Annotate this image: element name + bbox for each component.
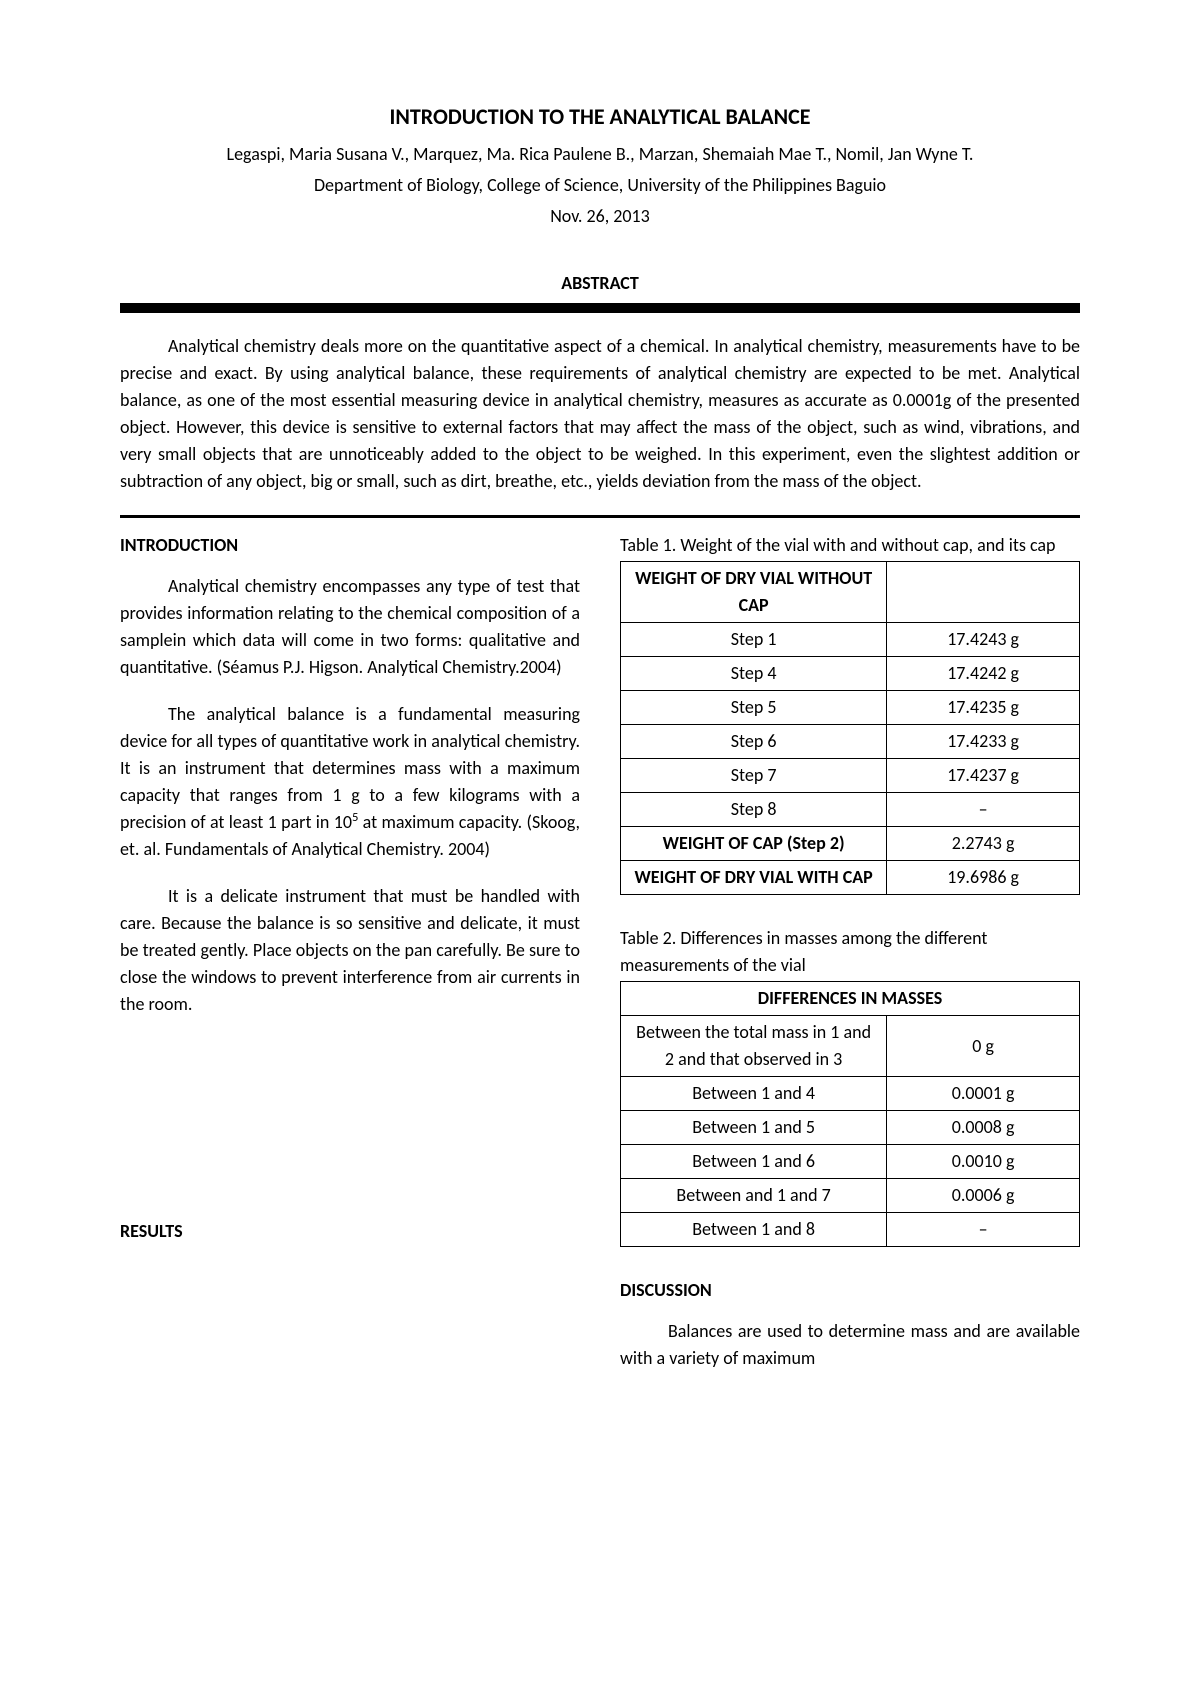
divider-thin xyxy=(120,515,1080,518)
table1-caption: Table 1. Weight of the vial with and wit… xyxy=(620,532,1080,559)
table2-value: 0.0001 g xyxy=(887,1077,1080,1111)
table1-header1-value xyxy=(887,562,1080,623)
table2-value: – xyxy=(887,1213,1080,1247)
table1-value3: 19.6986 g xyxy=(887,861,1080,895)
intro-paragraph-3: It is a delicate instrument that must be… xyxy=(120,883,580,1018)
table2-label: Between the total mass in 1 and 2 and th… xyxy=(621,1016,887,1077)
intro-paragraph-1: Analytical chemistry encompasses any typ… xyxy=(120,573,580,681)
table2-label: Between 1 and 4 xyxy=(621,1077,887,1111)
department-line: Department of Biology, College of Scienc… xyxy=(120,172,1080,199)
table1-label: Step 6 xyxy=(621,725,887,759)
table-row: Between 1 and 60.0010 g xyxy=(621,1145,1080,1179)
table1-value: 17.4235 g xyxy=(887,691,1080,725)
table2-label: Between and 1 and 7 xyxy=(621,1179,887,1213)
table1-value: 17.4233 g xyxy=(887,725,1080,759)
table2-label: Between 1 and 6 xyxy=(621,1145,887,1179)
table2: DIFFERENCES IN MASSES Between the total … xyxy=(620,981,1080,1247)
table1-label: Step 5 xyxy=(621,691,887,725)
table1-value2: 2.2743 g xyxy=(887,827,1080,861)
table-row: Between the total mass in 1 and 2 and th… xyxy=(621,1016,1080,1077)
table1-label: Step 4 xyxy=(621,657,887,691)
results-heading: RESULTS xyxy=(120,1218,580,1245)
table-row: Step 117.4243 g xyxy=(621,623,1080,657)
table-row: Between 1 and 40.0001 g xyxy=(621,1077,1080,1111)
abstract-heading: ABSTRACT xyxy=(120,270,1080,297)
table-row: Step 417.4242 g xyxy=(621,657,1080,691)
date-line: Nov. 26, 2013 xyxy=(120,203,1080,230)
table2-value: 0.0010 g xyxy=(887,1145,1080,1179)
table-row: Between and 1 and 70.0006 g xyxy=(621,1179,1080,1213)
table1-label: Step 1 xyxy=(621,623,887,657)
abstract-text: Analytical chemistry deals more on the q… xyxy=(120,333,1080,495)
intro-paragraph-2: The analytical balance is a fundamental … xyxy=(120,701,580,863)
table2-caption: Table 2. Differences in masses among the… xyxy=(620,925,1080,979)
table2-value: 0.0008 g xyxy=(887,1111,1080,1145)
introduction-heading: INTRODUCTION xyxy=(120,532,580,559)
table-row: WEIGHT OF DRY VIAL WITH CAP19.6986 g xyxy=(621,861,1080,895)
two-column-layout: INTRODUCTION Analytical chemistry encomp… xyxy=(120,532,1080,1392)
table-row: Step 8– xyxy=(621,793,1080,827)
discussion-heading: DISCUSSION xyxy=(620,1277,1080,1304)
table1-value: 17.4237 g xyxy=(887,759,1080,793)
table-row: Between 1 and 50.0008 g xyxy=(621,1111,1080,1145)
table2-label: Between 1 and 5 xyxy=(621,1111,887,1145)
table2-value: 0 g xyxy=(887,1016,1080,1077)
table-row: Step 617.4233 g xyxy=(621,725,1080,759)
table1-value: 17.4243 g xyxy=(887,623,1080,657)
table-row: Step 517.4235 g xyxy=(621,691,1080,725)
table-row: DIFFERENCES IN MASSES xyxy=(621,982,1080,1016)
document-title: INTRODUCTION TO THE ANALYTICAL BALANCE xyxy=(120,100,1080,133)
table1-header1: WEIGHT OF DRY VIAL WITHOUT CAP xyxy=(621,562,887,623)
divider-thick xyxy=(120,303,1080,313)
table1-header3: WEIGHT OF DRY VIAL WITH CAP xyxy=(621,861,887,895)
table1-label: Step 8 xyxy=(621,793,887,827)
discussion-paragraph-1: Balances are used to determine mass and … xyxy=(620,1318,1080,1372)
table1: WEIGHT OF DRY VIAL WITHOUT CAP Step 117.… xyxy=(620,561,1080,895)
left-column: INTRODUCTION Analytical chemistry encomp… xyxy=(120,532,580,1392)
table-row: WEIGHT OF DRY VIAL WITHOUT CAP xyxy=(621,562,1080,623)
table1-value: 17.4242 g xyxy=(887,657,1080,691)
right-column: Table 1. Weight of the vial with and wit… xyxy=(620,532,1080,1392)
table1-label: Step 7 xyxy=(621,759,887,793)
table2-header: DIFFERENCES IN MASSES xyxy=(621,982,1080,1016)
table1-value: – xyxy=(887,793,1080,827)
table1-header2: WEIGHT OF CAP (Step 2) xyxy=(621,827,887,861)
table-row: Step 717.4237 g xyxy=(621,759,1080,793)
table2-value: 0.0006 g xyxy=(887,1179,1080,1213)
table-row: WEIGHT OF CAP (Step 2)2.2743 g xyxy=(621,827,1080,861)
table-row: Between 1 and 8– xyxy=(621,1213,1080,1247)
authors-line: Legaspi, Maria Susana V., Marquez, Ma. R… xyxy=(120,141,1080,168)
table2-label: Between 1 and 8 xyxy=(621,1213,887,1247)
